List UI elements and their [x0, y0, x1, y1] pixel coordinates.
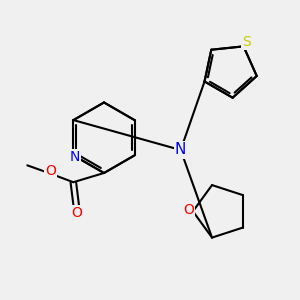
Text: S: S [242, 35, 251, 49]
Text: O: O [71, 206, 82, 220]
Text: O: O [45, 164, 56, 178]
Text: O: O [183, 203, 194, 217]
Text: N: N [175, 142, 186, 158]
Text: N: N [70, 150, 80, 164]
